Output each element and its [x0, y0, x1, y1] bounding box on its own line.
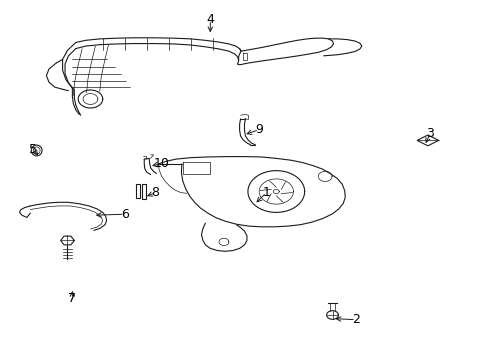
Text: 8: 8 [151, 186, 159, 199]
Text: 6: 6 [121, 208, 128, 221]
Text: 3: 3 [426, 127, 433, 140]
Text: 5: 5 [29, 143, 37, 156]
Text: 9: 9 [255, 123, 263, 136]
Text: 2: 2 [351, 313, 359, 326]
Text: 7: 7 [68, 292, 76, 305]
Text: 4: 4 [206, 13, 214, 26]
Text: 1: 1 [262, 186, 270, 199]
Text: 10: 10 [153, 157, 169, 170]
